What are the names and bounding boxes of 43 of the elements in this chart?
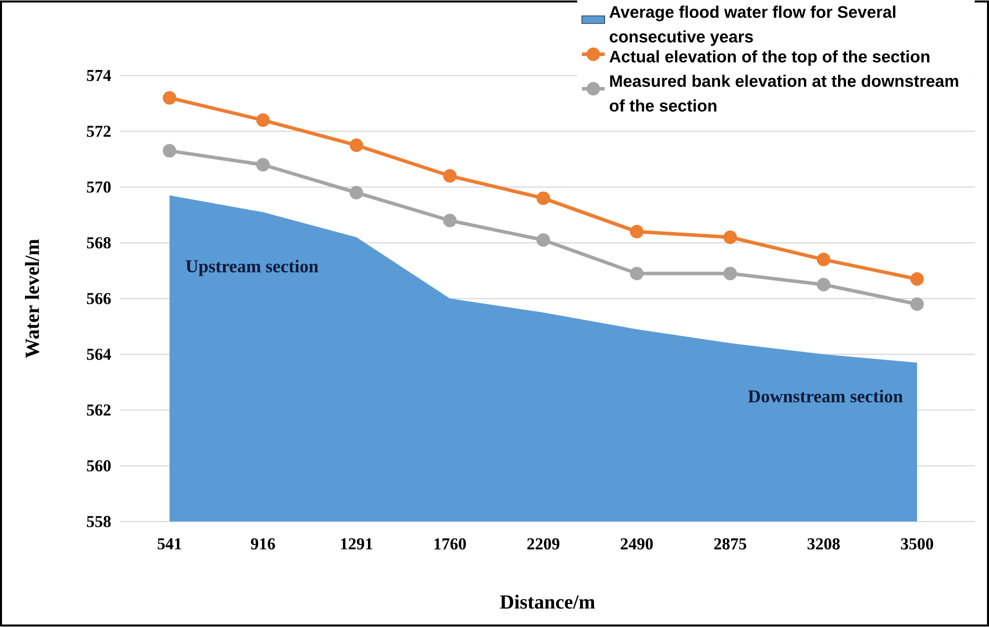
y-tick-label: 574 [86, 70, 111, 82]
point [630, 266, 644, 280]
y-tick-label: 568 [86, 237, 111, 249]
legend-label: Average flood water flow for Several consecutive years [609, 6, 896, 46]
x-tick-label: 1291 [341, 538, 372, 550]
x-tick-label: 3208 [808, 538, 840, 550]
y-tick-label: 560 [86, 460, 111, 472]
point [256, 158, 270, 172]
point [350, 138, 364, 152]
legend-label: Measured bank elevation at the downstream of the section [610, 74, 958, 112]
x-axis-title: Distance/m [500, 594, 595, 609]
point [816, 278, 830, 292]
point [350, 186, 364, 200]
point [162, 91, 176, 105]
y-axis-title: Water level/m [24, 239, 40, 358]
legend-label: Actual elevation of the top of the section [609, 50, 930, 66]
y-tick-label: 558 [86, 516, 111, 528]
x-tick-label: 2490 [620, 538, 653, 550]
point [536, 192, 550, 206]
point [630, 225, 644, 239]
point [910, 272, 924, 286]
x-tick-label: 2875 [714, 538, 746, 550]
point [443, 214, 457, 228]
point [443, 169, 457, 183]
annotation: Upstream section [186, 260, 318, 276]
point [536, 233, 550, 247]
x-tick-label: 541 [158, 538, 182, 550]
y-tick-label: 562 [86, 404, 111, 416]
x-tick-label: 1760 [434, 538, 466, 550]
y-tick-label: 566 [86, 293, 111, 304]
point [162, 144, 176, 158]
x-tick-label: 2209 [527, 538, 560, 550]
y-tick-label: 564 [86, 348, 111, 360]
point [910, 298, 924, 312]
x-tick-label: 3500 [901, 538, 934, 550]
annotation: Downstream section [748, 390, 903, 403]
point [723, 230, 737, 244]
point [256, 114, 270, 128]
y-tick-label: 572 [86, 126, 111, 138]
y-tick-label: 570 [86, 182, 111, 193]
x-tick-label: 916 [250, 538, 275, 550]
point [723, 266, 737, 280]
point [816, 252, 830, 266]
